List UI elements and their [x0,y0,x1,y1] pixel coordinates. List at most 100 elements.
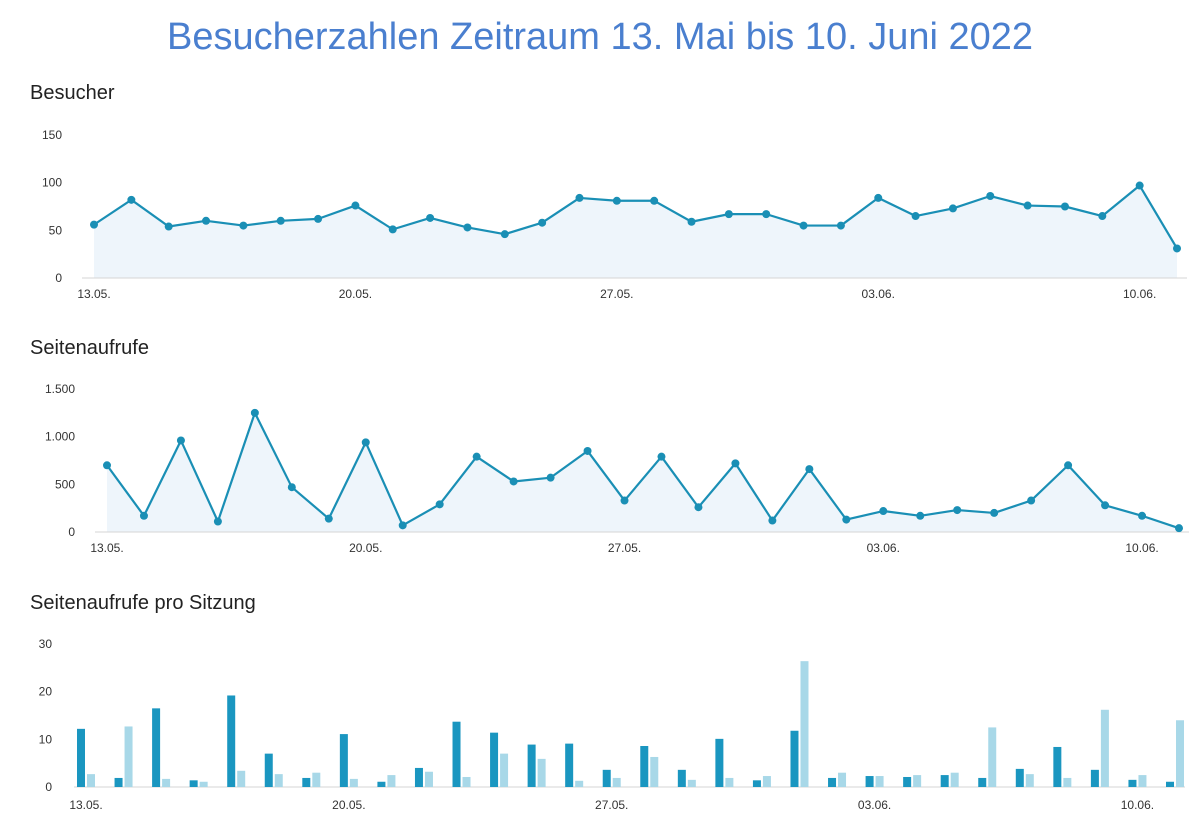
data-point [731,459,740,468]
bar [1090,769,1099,787]
data-point [176,436,185,445]
bar [312,772,321,787]
y-tick-label: 0 [45,780,52,794]
bar [602,769,611,787]
x-tick-label: 20.05. [349,541,382,555]
data-point [213,517,222,526]
x-tick-label: 10.06. [1123,287,1156,301]
x-tick-label: 10.06. [1121,798,1154,812]
data-point [463,223,472,232]
bar [189,780,198,787]
bar [752,780,761,787]
bar [875,776,884,787]
bar [978,777,987,787]
data-point [762,210,771,219]
data-point [1175,524,1183,533]
data-point [472,452,481,461]
bar [490,732,499,787]
data-point [324,514,333,523]
y-tick-label: 20 [39,685,53,699]
bar [414,767,423,787]
x-tick-label: 27.05. [595,798,628,812]
data-point [202,216,211,225]
bar [500,753,509,787]
bar [988,727,997,787]
page-title: Besucherzahlen Zeitraum 13. Mai bis 10. … [166,16,1034,58]
x-tick-label: 27.05. [608,541,641,555]
data-point [250,408,259,417]
bar [565,743,574,787]
bar [640,746,649,787]
data-point [361,438,370,447]
data-point [874,193,883,202]
data-point [620,496,629,505]
data-point [90,220,98,229]
data-point [287,483,296,492]
bar [114,777,123,787]
chart-title-seitenaufrufe: Seitenaufrufe [30,337,149,359]
y-tick-label: 0 [55,271,62,285]
y-tick-label: 30 [39,637,53,651]
data-point [916,511,925,520]
data-point [546,473,555,482]
data-point [805,465,814,474]
besucher-chart: 0 50 100 150 13.05. 20.05. 27.05. 03.06. 10.06. [42,128,1187,301]
data-point [990,508,999,517]
x-tick-label: 13.05. [69,798,102,812]
data-point [103,461,111,470]
x-tick-label: 27.05. [600,287,633,301]
chart-title-seitenaufrufe-pro-sitzung: Seitenaufrufe pro Sitzung [30,592,256,614]
data-point [314,214,323,223]
bar [227,695,236,787]
chart-title-besucher: Besucher [30,82,115,104]
data-point [351,201,360,210]
bar [1025,774,1034,787]
data-point [1027,496,1036,505]
bar [762,776,771,787]
data-point [953,506,962,515]
y-tick-label: 0 [68,525,75,539]
x-tick-label: 03.06. [858,798,891,812]
bar [913,775,922,787]
bar [162,778,171,787]
bar [152,708,161,787]
data-point [435,500,444,509]
bar [452,721,461,787]
bar [725,777,734,787]
x-tick-label: 13.05. [77,287,110,301]
bar [264,753,273,787]
data-point [583,446,592,455]
data-point [842,515,851,524]
data-point [687,217,696,226]
bar [1100,709,1109,787]
data-point [799,221,808,230]
bar [828,777,837,787]
x-tick-label: 20.05. [339,287,372,301]
bar [274,774,283,787]
data-point [139,511,148,520]
bar [950,772,959,787]
y-tick-label: 10 [39,732,53,746]
data-point [879,507,888,516]
bar [1166,781,1174,787]
bar [387,775,396,787]
x-tick-label: 13.05. [90,541,123,555]
bar [715,738,724,787]
bar [339,734,348,787]
bar [940,775,949,787]
bar [302,777,311,787]
x-tick-label: 10.06. [1125,541,1158,555]
bar [650,756,659,787]
data-point [650,196,659,205]
data-point [538,218,547,227]
y-tick-label: 1.500 [45,382,75,396]
y-tick-label: 500 [55,477,75,491]
seitenaufrufe-chart: 0 500 1.000 1.500 13.05. 20.05. 27.05. 03.06. 10… [45,382,1189,555]
y-tick-label: 100 [42,176,62,190]
data-point [398,521,407,530]
bar [1128,779,1137,787]
data-point [694,503,703,512]
bar [612,777,621,787]
data-point [1060,202,1069,211]
data-point [836,221,845,230]
